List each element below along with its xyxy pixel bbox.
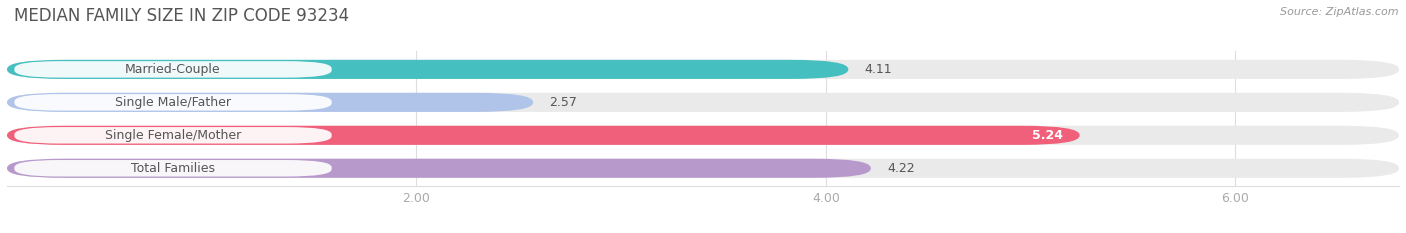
Text: Source: ZipAtlas.com: Source: ZipAtlas.com [1281, 7, 1399, 17]
FancyBboxPatch shape [14, 127, 332, 144]
FancyBboxPatch shape [14, 160, 332, 177]
FancyBboxPatch shape [7, 93, 1399, 112]
FancyBboxPatch shape [7, 60, 1399, 79]
Text: 4.11: 4.11 [865, 63, 893, 76]
Text: 2.57: 2.57 [550, 96, 578, 109]
FancyBboxPatch shape [14, 94, 332, 111]
Text: MEDIAN FAMILY SIZE IN ZIP CODE 93234: MEDIAN FAMILY SIZE IN ZIP CODE 93234 [14, 7, 349, 25]
Text: Single Male/Father: Single Male/Father [115, 96, 231, 109]
FancyBboxPatch shape [7, 126, 1080, 145]
FancyBboxPatch shape [7, 126, 1399, 145]
FancyBboxPatch shape [7, 93, 533, 112]
Text: Total Families: Total Families [131, 162, 215, 175]
FancyBboxPatch shape [14, 61, 332, 78]
FancyBboxPatch shape [7, 159, 1399, 178]
FancyBboxPatch shape [7, 60, 848, 79]
Text: Single Female/Mother: Single Female/Mother [105, 129, 242, 142]
Text: 5.24: 5.24 [1032, 129, 1063, 142]
Text: Married-Couple: Married-Couple [125, 63, 221, 76]
FancyBboxPatch shape [7, 159, 870, 178]
Text: 4.22: 4.22 [887, 162, 915, 175]
